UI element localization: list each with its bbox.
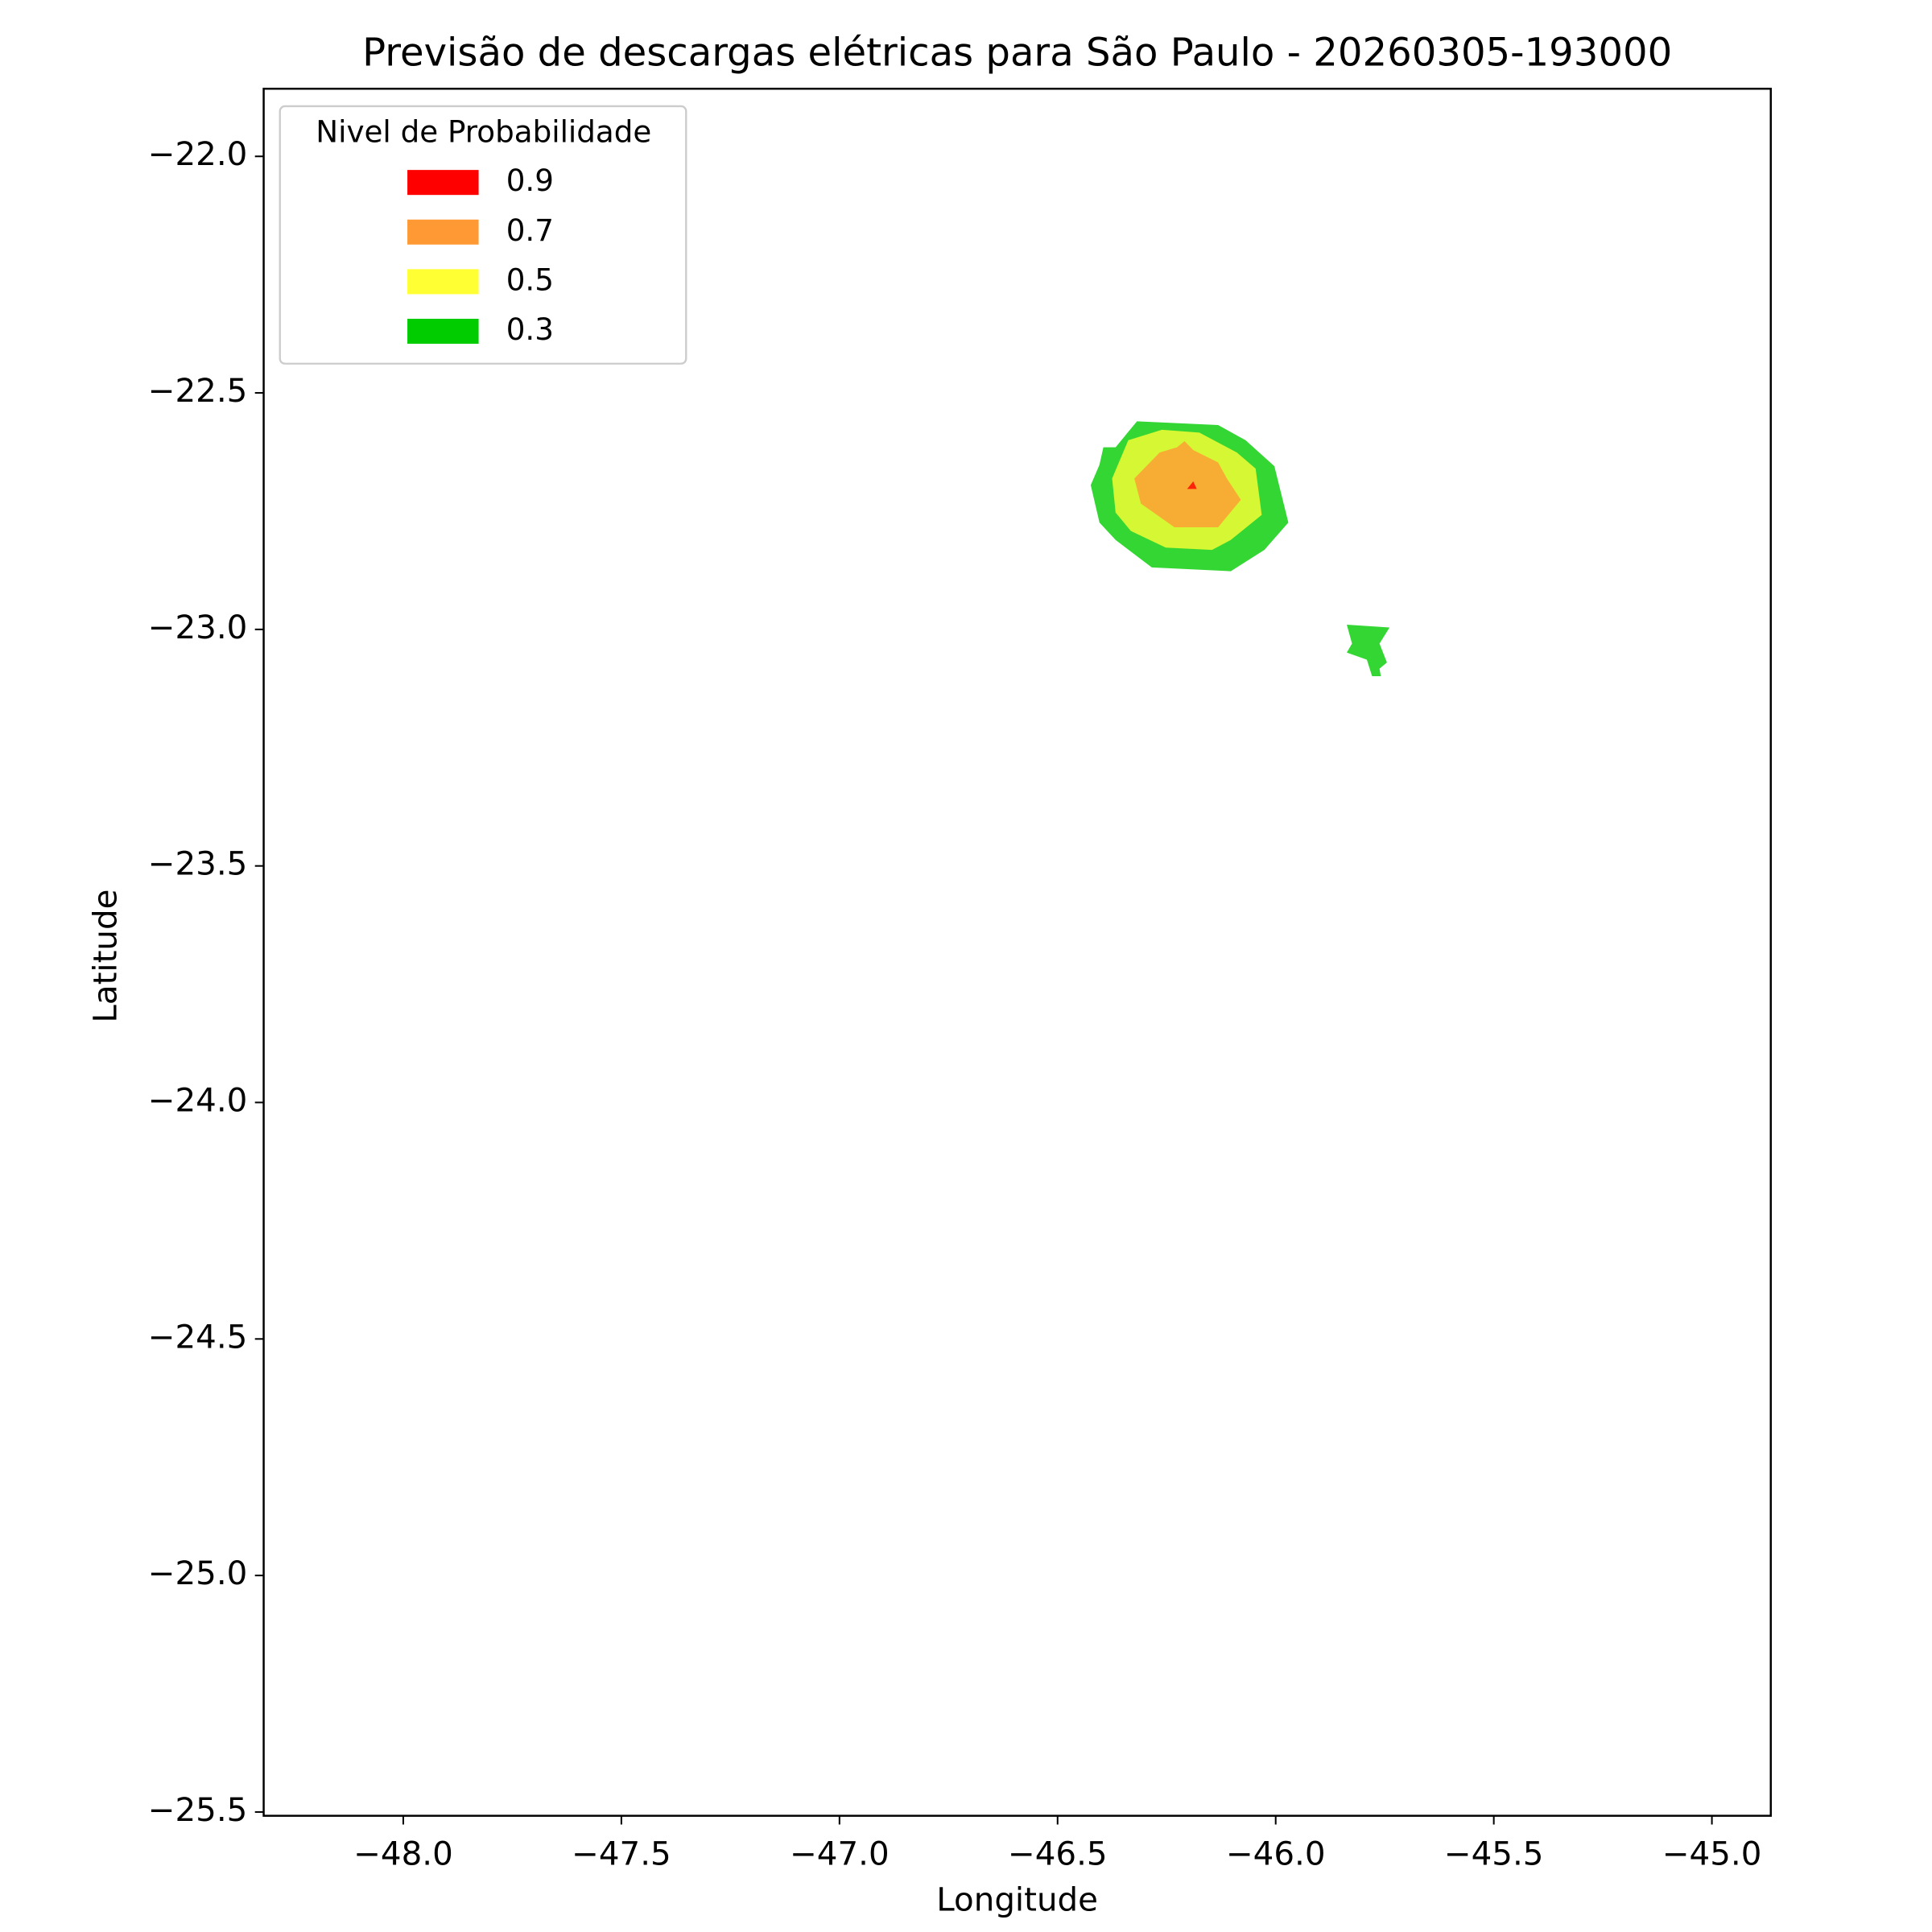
legend-swatch [407, 269, 479, 295]
y-tick-label: −25.0 [148, 1554, 248, 1592]
chart-title: Previsão de descargas elétricas para São… [362, 30, 1672, 75]
x-tick-label: −46.5 [1008, 1835, 1108, 1872]
x-tick-label: −47.0 [790, 1835, 890, 1872]
x-tick-label: −45.5 [1444, 1835, 1544, 1872]
legend-box [279, 105, 687, 365]
y-tick-label: −23.0 [148, 609, 248, 646]
contour-region [1134, 440, 1241, 527]
y-tick-label: −22.5 [148, 372, 248, 410]
y-tick-label: −24.5 [148, 1318, 248, 1356]
x-axis-label: Longitude [936, 1881, 1098, 1919]
legend-label: 0.3 [506, 312, 554, 347]
legend-swatch [407, 319, 479, 345]
y-tick-label: −23.5 [148, 845, 248, 883]
y-tick-label: −22.0 [148, 135, 248, 173]
contour-region [1187, 481, 1197, 489]
x-tick-label: −45.0 [1662, 1835, 1762, 1872]
legend-title: Nivel de Probabilidade [316, 114, 651, 150]
legend-swatch [407, 219, 479, 245]
legend-label: 0.7 [506, 213, 554, 248]
legend-label: 0.9 [506, 163, 554, 198]
legend-label: 0.5 [506, 262, 554, 297]
x-tick-label: −48.0 [353, 1835, 453, 1872]
contour-region [1347, 624, 1390, 677]
y-tick-label: −24.0 [148, 1081, 248, 1119]
y-tick-label: −25.5 [148, 1791, 248, 1829]
legend-swatch [407, 170, 479, 196]
x-tick-label: −46.0 [1226, 1835, 1326, 1872]
x-tick-label: −47.5 [572, 1835, 671, 1872]
plot-frame [262, 87, 1772, 1817]
y-axis-label: Latitude [87, 890, 125, 1023]
